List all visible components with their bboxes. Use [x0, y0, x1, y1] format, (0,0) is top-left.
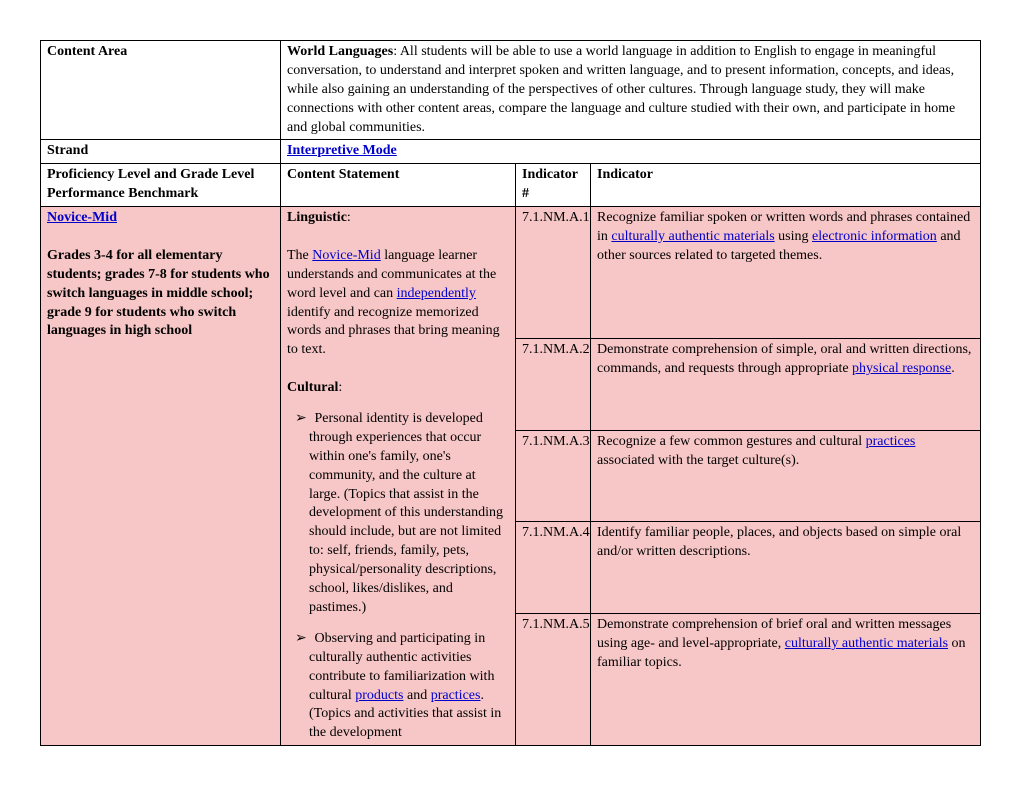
practices-link-2[interactable]: practices [866, 434, 916, 449]
row-content-area: Content Area World Languages: All studen… [41, 41, 981, 140]
strand-value: Interpretive Mode [281, 140, 981, 164]
indicator-5-text: Demonstrate comprehension of brief oral … [591, 614, 981, 746]
strand-label: Strand [41, 140, 281, 164]
cell-proficiency-level: Novice-Mid Grades 3-4 for all elementary… [41, 207, 281, 746]
header-indicator-num: Indicator # [516, 164, 591, 207]
cultural-bullet-1: ➢ Personal identity is developed through… [287, 408, 509, 618]
products-link[interactable]: products [355, 688, 403, 703]
linguistic-p1a: The [287, 248, 312, 263]
indicator-2-num: 7.1.NM.A.2 [516, 339, 591, 431]
interpretive-mode-link[interactable]: Interpretive Mode [287, 143, 397, 158]
practices-link-1[interactable]: practices [431, 688, 481, 703]
physical-response-link[interactable]: physical response [852, 361, 951, 376]
bullet2b: and [403, 688, 430, 703]
indicator-1-num: 7.1.NM.A.1 [516, 207, 591, 339]
content-area-value: World Languages: All students will be ab… [281, 41, 981, 140]
standards-table: Content Area World Languages: All studen… [40, 40, 981, 746]
row-strand: Strand Interpretive Mode [41, 140, 981, 164]
indicator-1-text: Recognize familiar spoken or written wor… [591, 207, 981, 339]
independently-link[interactable]: independently [397, 286, 476, 301]
cultural-label: Cultural [287, 380, 338, 395]
indicator-3-num: 7.1.NM.A.3 [516, 430, 591, 522]
novice-mid-link[interactable]: Novice-Mid [47, 210, 117, 225]
header-proficiency: Proficiency Level and Grade Level Perfor… [41, 164, 281, 207]
row-indicator-1: Novice-Mid Grades 3-4 for all elementary… [41, 207, 981, 339]
cultural-bullet-2: ➢ Observing and participating in cultura… [287, 628, 509, 743]
header-content-statement: Content Statement [281, 164, 516, 207]
cell-content-statement: Linguistic: The Novice-Mid language lear… [281, 207, 516, 746]
culturally-authentic-link-1[interactable]: culturally authentic materials [611, 229, 774, 244]
indicator-3-text: Recognize a few common gestures and cult… [591, 430, 981, 522]
linguistic-label: Linguistic [287, 210, 347, 225]
indicator-2-text: Demonstrate comprehension of simple, ora… [591, 339, 981, 431]
novice-mid-inline-link[interactable]: Novice-Mid [312, 248, 380, 263]
row-headers: Proficiency Level and Grade Level Perfor… [41, 164, 981, 207]
bullet1-text: Personal identity is developed through e… [309, 411, 503, 615]
indicator-5-num: 7.1.NM.A.5 [516, 614, 591, 746]
grades-text: Grades 3-4 for all elementary students; … [47, 248, 270, 339]
electronic-information-link[interactable]: electronic information [812, 229, 937, 244]
header-indicator: Indicator [591, 164, 981, 207]
culturally-authentic-link-2[interactable]: culturally authentic materials [785, 636, 948, 651]
indicator-4-num: 7.1.NM.A.4 [516, 522, 591, 614]
linguistic-p1c: identify and recognize memorized words a… [287, 305, 500, 358]
content-area-label: Content Area [41, 41, 281, 140]
indicator-4-text: Identify familiar people, places, and ob… [591, 522, 981, 614]
world-languages-bold: World Languages [287, 44, 393, 59]
